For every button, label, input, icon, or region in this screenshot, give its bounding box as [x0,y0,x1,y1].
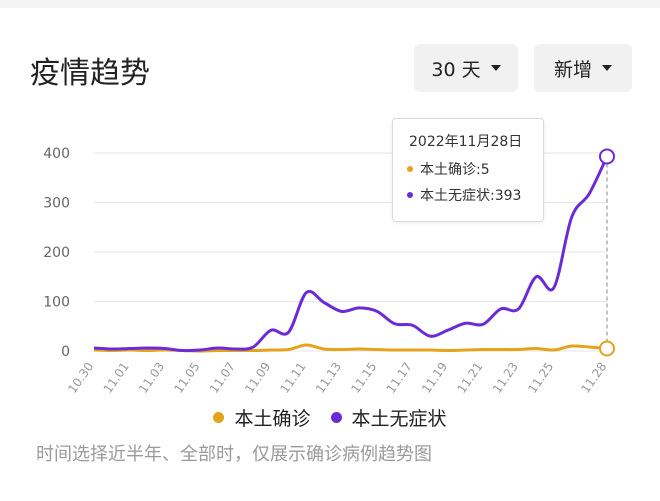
legend-item-asymptomatic[interactable]: 本土无症状 [330,404,447,431]
time-range-dropdown[interactable]: 30 天 [414,44,518,92]
series-dot-icon [407,166,413,172]
x-tick-label: 11.17 [384,360,415,396]
y-tick-label: 300 [43,196,70,212]
tooltip-row-confirmed: 本土确诊:5 [407,159,490,179]
x-tick-label: 11.15 [348,360,379,396]
chevron-down-icon [602,65,612,71]
y-tick-label: 200 [43,245,70,261]
x-tick-label: 11.05 [171,360,202,396]
chart-title: 疫情趋势 [30,56,150,91]
x-tick-label: 10.30 [65,360,96,396]
tooltip-asymptomatic-value: 本土无症状:393 [420,188,522,204]
legend-dot-icon [213,412,225,423]
x-tick-label: 11.01 [101,360,132,396]
x-tick-label: 11.28 [578,360,609,396]
trend-card: 疫情趋势 30 天 新增 [0,8,660,501]
series-dot-icon [407,192,413,198]
x-tick-label: 11.25 [525,360,556,396]
y-tick-label: 400 [43,146,70,162]
legend-label-asymptomatic: 本土无症状 [351,408,447,430]
y-tick-label: 0 [61,344,70,360]
y-tick-label: 100 [43,295,70,311]
legend-label-confirmed: 本土确诊 [234,408,311,430]
metric-type-dropdown[interactable]: 新增 [534,44,632,92]
x-tick-label: 11.23 [490,360,521,396]
x-tick-label: 11.19 [419,360,450,396]
x-tick-label: 11.03 [136,360,167,396]
chart-tooltip: 2022年11月28日 本土确诊:5 本土无症状:393 [392,118,544,222]
tooltip-date: 2022年11月28日 [409,134,523,150]
x-tick-label: 11.13 [313,360,344,396]
x-tick-label: 11.11 [278,360,309,396]
legend-dot-icon [330,412,342,423]
time-range-label: 30 天 [431,58,481,81]
x-tick-label: 11.09 [242,360,273,396]
tooltip-confirmed-value: 本土确诊:5 [420,162,490,178]
data-point-highlight-1 [599,148,615,165]
data-point-highlight-0 [599,340,615,357]
chevron-down-icon [490,65,501,71]
x-tick-label: 11.21 [454,360,485,396]
series-line-1 [93,155,609,353]
legend-item-confirmed[interactable]: 本土确诊 [213,404,311,431]
x-tick-label: 11.07 [207,360,238,396]
chart-legend: 本土确诊 本土无症状 [0,404,660,431]
tooltip-row-asymptomatic: 本土无症状:393 [407,185,521,205]
footnote: 时间选择近半年、全部时，仅展示确诊病例趋势图 [36,444,432,465]
metric-type-label: 新增 [553,58,592,81]
